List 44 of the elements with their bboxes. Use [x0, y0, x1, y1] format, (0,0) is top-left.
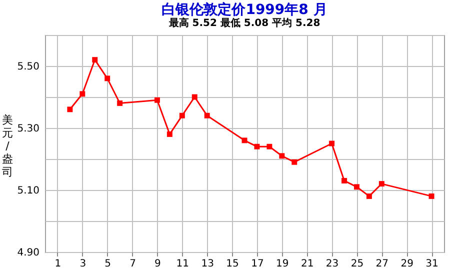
x-tick-label: 15: [226, 258, 239, 270]
y-tick-label: 5.10: [17, 186, 40, 196]
y-tick-label: 5.50: [17, 62, 40, 72]
x-tick-label: 21: [300, 258, 314, 270]
point: [67, 106, 73, 112]
point: [254, 144, 260, 150]
y-tick-label: 4.90: [17, 248, 40, 258]
x-tick-label: 7: [130, 258, 136, 270]
x-tick-label: 1: [54, 258, 62, 270]
point: [179, 112, 185, 118]
point: [242, 138, 248, 144]
y-axis-title: 美元/盎司: [2, 114, 13, 178]
x-tick-label: 13: [201, 258, 214, 270]
point: [117, 100, 123, 106]
point: [204, 112, 210, 118]
point: [329, 140, 335, 146]
x-tick-label: 3: [80, 258, 86, 270]
x-tick-label: 19: [276, 258, 289, 270]
x-tick-label: 25: [350, 258, 364, 270]
point: [154, 97, 160, 103]
point: [104, 76, 110, 82]
y-tick-label: 5.30: [17, 124, 40, 134]
x-tick-label: 23: [326, 258, 339, 270]
point: [192, 94, 198, 100]
point: [354, 184, 360, 190]
point: [292, 159, 298, 165]
x-tick-label: 5: [104, 258, 112, 270]
point: [279, 153, 285, 159]
point: [428, 193, 434, 199]
chart-title: 白银伦敦定价1999年8 月: [162, 1, 328, 18]
point: [342, 178, 347, 184]
x-tick-label: 17: [251, 258, 264, 270]
point: [266, 144, 272, 150]
point: [80, 91, 86, 97]
point: [92, 57, 98, 63]
point: [366, 193, 372, 199]
x-tick-label: 27: [376, 258, 389, 270]
x-tick-label: 11: [176, 258, 190, 270]
point: [166, 131, 172, 137]
chart-subtitle: 最高 5.52 最低 5.08 平均 5.28: [168, 17, 320, 29]
x-tick-label: 29: [400, 258, 414, 270]
point: [378, 181, 384, 187]
x-tick-label: 31: [426, 258, 438, 270]
x-tick-label: 9: [154, 258, 161, 270]
